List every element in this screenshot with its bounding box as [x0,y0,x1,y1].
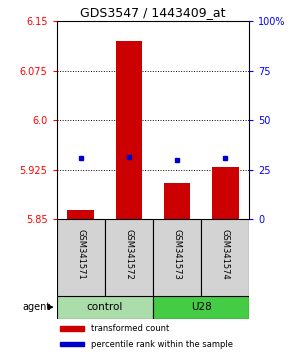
Text: GSM341574: GSM341574 [221,229,230,279]
Bar [153,296,249,319]
Text: transformed count: transformed count [91,324,170,333]
Bar [164,183,190,219]
Bar [212,167,239,219]
Bar [57,296,153,319]
Text: control: control [87,302,123,312]
Text: GSM341571: GSM341571 [76,229,85,279]
Text: percentile rank within the sample: percentile rank within the sample [91,339,233,349]
Bar [67,210,94,219]
Title: GDS3547 / 1443409_at: GDS3547 / 1443409_at [80,6,226,19]
Text: GSM341573: GSM341573 [173,229,182,280]
Bar [57,219,105,296]
Bar [60,326,84,331]
Bar [60,342,84,346]
Text: agent: agent [23,302,51,312]
Text: U28: U28 [191,302,212,312]
Bar [201,219,249,296]
Bar [105,219,153,296]
Bar [116,41,142,219]
Bar [153,219,201,296]
Text: GSM341572: GSM341572 [124,229,133,279]
